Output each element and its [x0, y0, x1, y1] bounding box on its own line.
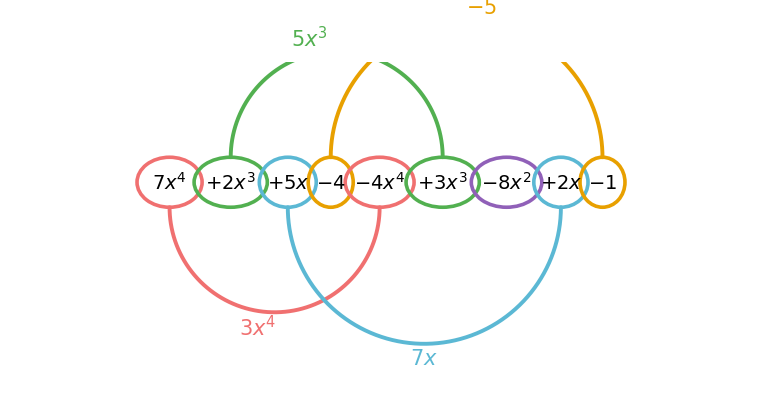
Text: $7x^4$: $7x^4$ — [152, 172, 187, 194]
Text: $-8x^2$: $-8x^2$ — [482, 172, 532, 194]
Text: $5x^3$: $5x^3$ — [291, 26, 328, 51]
Text: $-4x^4$: $-4x^4$ — [354, 172, 405, 194]
Text: $-1$: $-1$ — [588, 173, 617, 192]
Text: $+5x$: $+5x$ — [267, 173, 309, 192]
Text: $+2x^3$: $+2x^3$ — [206, 172, 256, 194]
Text: $+3x^3$: $+3x^3$ — [418, 172, 468, 194]
Text: $+2x$: $+2x$ — [540, 173, 582, 192]
Text: $3x^4$: $3x^4$ — [239, 314, 275, 339]
Text: $-4$: $-4$ — [316, 173, 346, 192]
Text: $7x$: $7x$ — [411, 348, 438, 368]
Text: $-5$: $-5$ — [466, 0, 497, 18]
